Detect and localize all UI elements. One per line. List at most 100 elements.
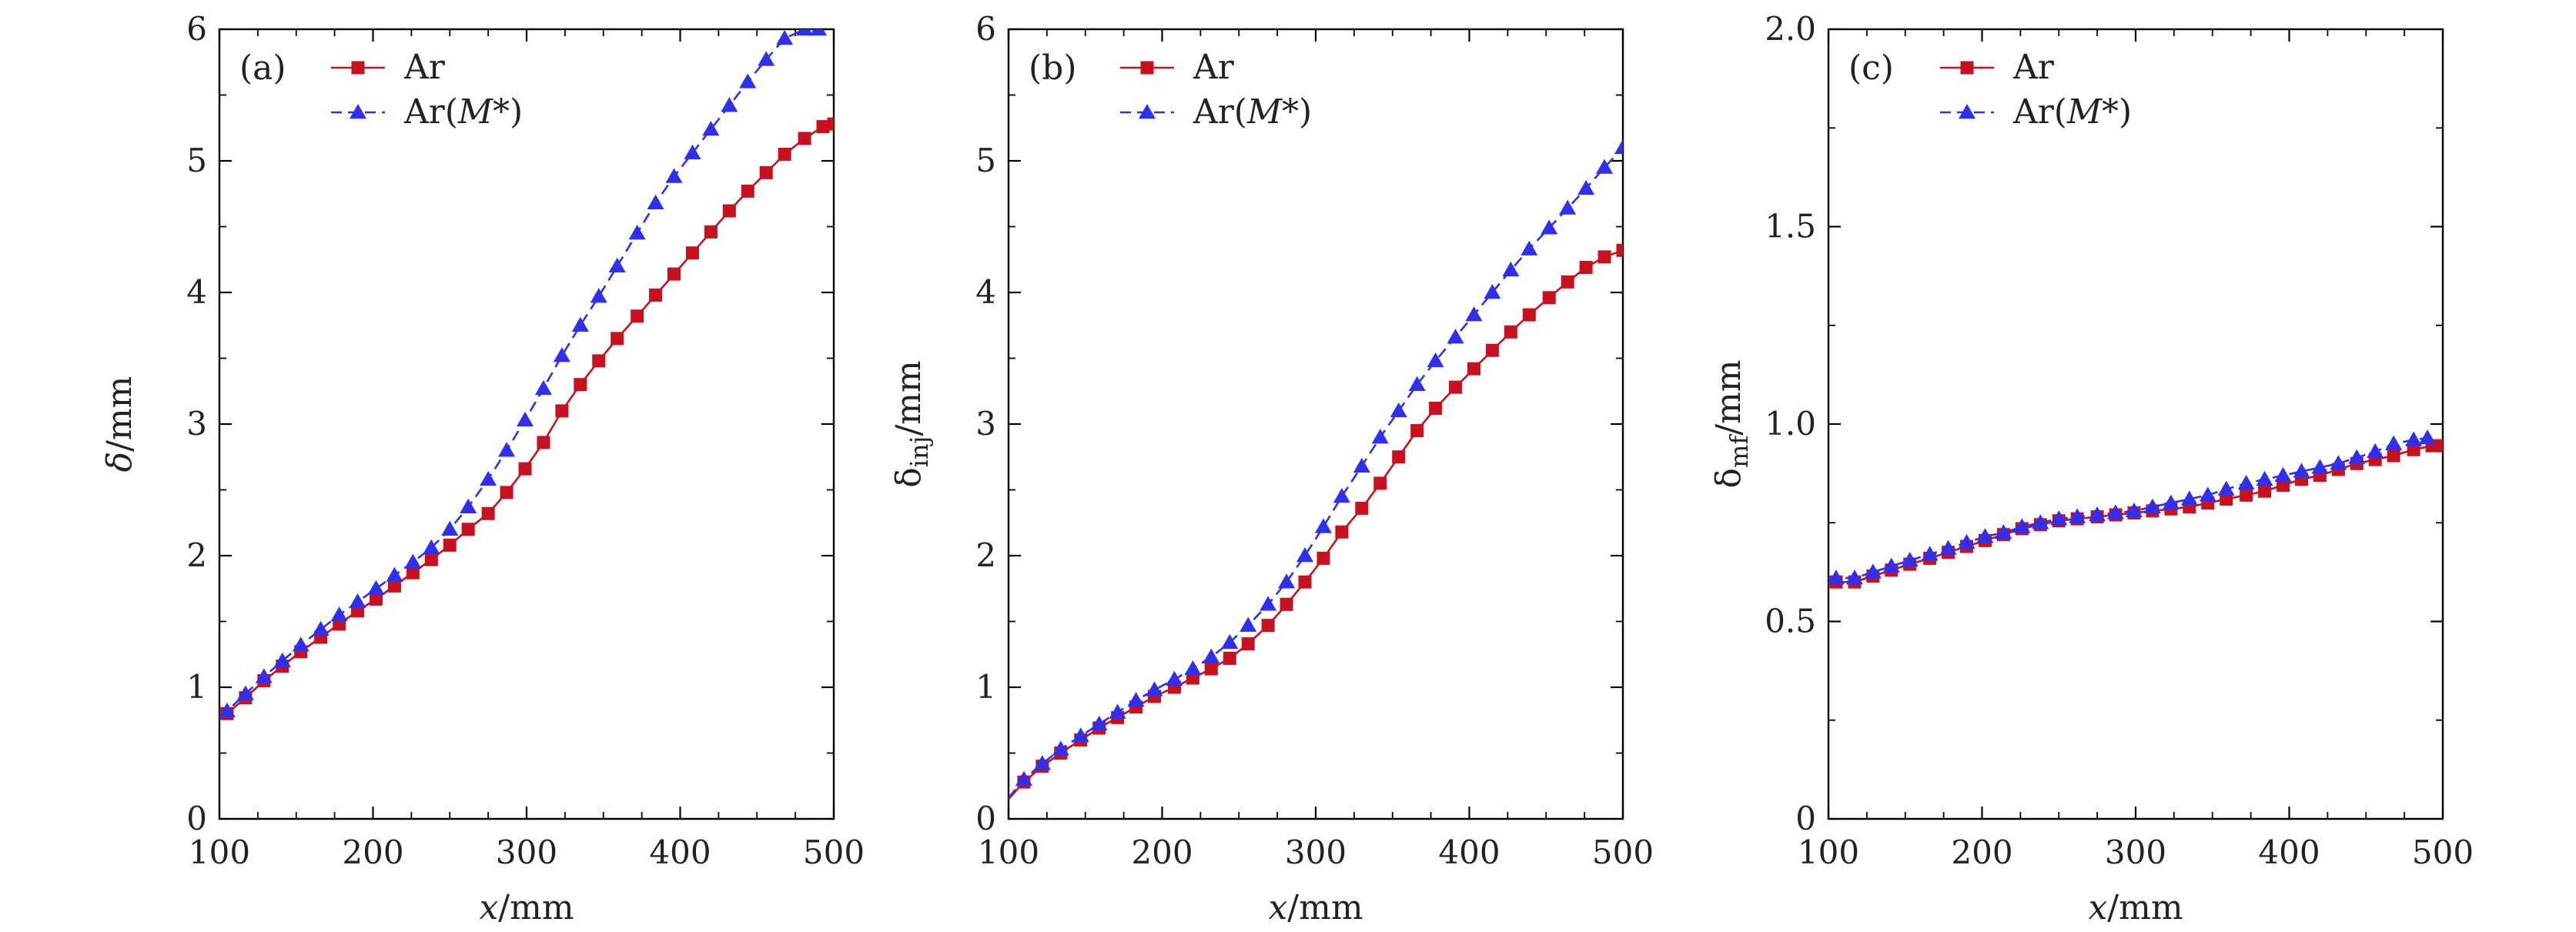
- data-point: [369, 592, 383, 606]
- data-point: [2256, 470, 2273, 486]
- data-point: [1465, 306, 1483, 322]
- x-tick-label: 400: [2258, 833, 2320, 871]
- data-point: [2240, 488, 2253, 502]
- x-tick-label: 300: [496, 833, 557, 871]
- data-point: [480, 470, 497, 486]
- data-point: [739, 73, 757, 89]
- x-tick-label: 100: [189, 833, 250, 871]
- data-point: [1577, 179, 1595, 195]
- data-point: [1335, 525, 1349, 539]
- data-point: [312, 620, 330, 636]
- x-tick-label: 400: [649, 833, 711, 871]
- data-point: [517, 411, 534, 427]
- y-axis-title: δinj/mm: [889, 360, 934, 488]
- legend-marker: [350, 104, 366, 119]
- y-tick-label: 1: [975, 668, 996, 706]
- series-line: [1828, 436, 2428, 580]
- data-point: [631, 309, 644, 323]
- series-ar-m: [1828, 429, 2437, 585]
- data-point: [367, 580, 385, 595]
- data-point: [1864, 563, 1882, 579]
- data-point: [1280, 597, 1293, 611]
- data-point: [1204, 662, 1218, 676]
- chart-panel-3: 100 200 300 400 500 0 0.5 1.0 1.5 2.0 x/mm δmf/mm (c…: [1709, 10, 2474, 927]
- data-point: [2387, 449, 2400, 463]
- legend-marker: [1959, 104, 1975, 119]
- data-point: [2126, 502, 2143, 518]
- data-point: [1109, 703, 1126, 719]
- data-point: [722, 204, 736, 218]
- y-tick-label: 2: [975, 536, 996, 574]
- data-point: [1502, 261, 1520, 277]
- data-point: [1221, 633, 1239, 650]
- data-point: [1260, 596, 1277, 611]
- data-point: [443, 538, 457, 552]
- data-point: [1052, 740, 1069, 756]
- data-point: [1314, 518, 1332, 533]
- data-point: [500, 486, 514, 499]
- data-point: [1522, 308, 1536, 322]
- y-tick-label: 1: [186, 668, 207, 706]
- data-point: [1298, 575, 1312, 589]
- data-point: [1939, 539, 1957, 555]
- data-point: [1278, 573, 1296, 589]
- data-point: [827, 117, 834, 131]
- y-tick-label: 6: [975, 10, 996, 48]
- data-point: [1408, 376, 1426, 391]
- legend-entry: Ar: [403, 48, 446, 87]
- data-point: [2258, 484, 2272, 498]
- data-point: [481, 506, 495, 520]
- data-point: [1296, 547, 1314, 563]
- data-point: [1072, 727, 1089, 743]
- data-point: [1333, 488, 1350, 503]
- x-axis-title: x/mm: [1268, 888, 1363, 927]
- data-point: [1561, 275, 1574, 289]
- x-tick-label: 500: [1592, 833, 1654, 871]
- legend-entry: Ar: [1193, 48, 1235, 87]
- data-point: [2293, 463, 2310, 478]
- data-point: [1373, 476, 1387, 490]
- data-point: [1504, 325, 1517, 339]
- data-point: [404, 553, 422, 569]
- x-tick-label: 200: [1131, 833, 1193, 871]
- series-line: [1009, 147, 1623, 799]
- data-point: [1845, 570, 1863, 585]
- panel-label: (a): [239, 48, 286, 88]
- data-point: [1090, 715, 1108, 731]
- data-point: [2199, 486, 2216, 502]
- y-tick-label: 5: [975, 142, 996, 179]
- data-point: [553, 347, 570, 362]
- data-point: [2220, 492, 2233, 506]
- y-tick-label: 3: [186, 405, 207, 443]
- data-point: [798, 132, 811, 145]
- data-point: [628, 225, 646, 240]
- legend: Ar Ar(M*): [1120, 48, 1312, 132]
- data-point: [778, 147, 791, 161]
- data-point: [2367, 443, 2384, 459]
- data-point: [776, 29, 794, 45]
- series-ar-m: [219, 29, 828, 718]
- data-point: [2013, 518, 2031, 533]
- data-point: [387, 579, 401, 593]
- chart-panel-1: 100 200 300 400 500 0 1 2 3 4 5 6 x/mm δ/mm (a) Ar Ar(M*…: [100, 10, 865, 927]
- x-tick-label: 500: [2412, 833, 2474, 871]
- data-point: [1579, 261, 1593, 275]
- data-point: [1449, 380, 1463, 394]
- data-point: [1921, 546, 1939, 561]
- data-point: [292, 636, 309, 652]
- data-point: [441, 520, 459, 536]
- x-axis-title: x/mm: [2088, 888, 2183, 927]
- y-tick-label: 4: [186, 273, 207, 311]
- data-point: [721, 97, 738, 112]
- data-point: [1239, 616, 1257, 632]
- x-axis-title: x/mm: [479, 888, 574, 927]
- data-point: [1371, 429, 1389, 444]
- data-point: [2311, 459, 2329, 474]
- data-point: [1427, 352, 1444, 368]
- data-point: [2143, 498, 2161, 513]
- data-point: [1355, 501, 1369, 515]
- data-point: [1976, 528, 1994, 543]
- data-point: [1146, 681, 1163, 696]
- data-point: [2330, 455, 2347, 470]
- data-point: [1127, 692, 1145, 707]
